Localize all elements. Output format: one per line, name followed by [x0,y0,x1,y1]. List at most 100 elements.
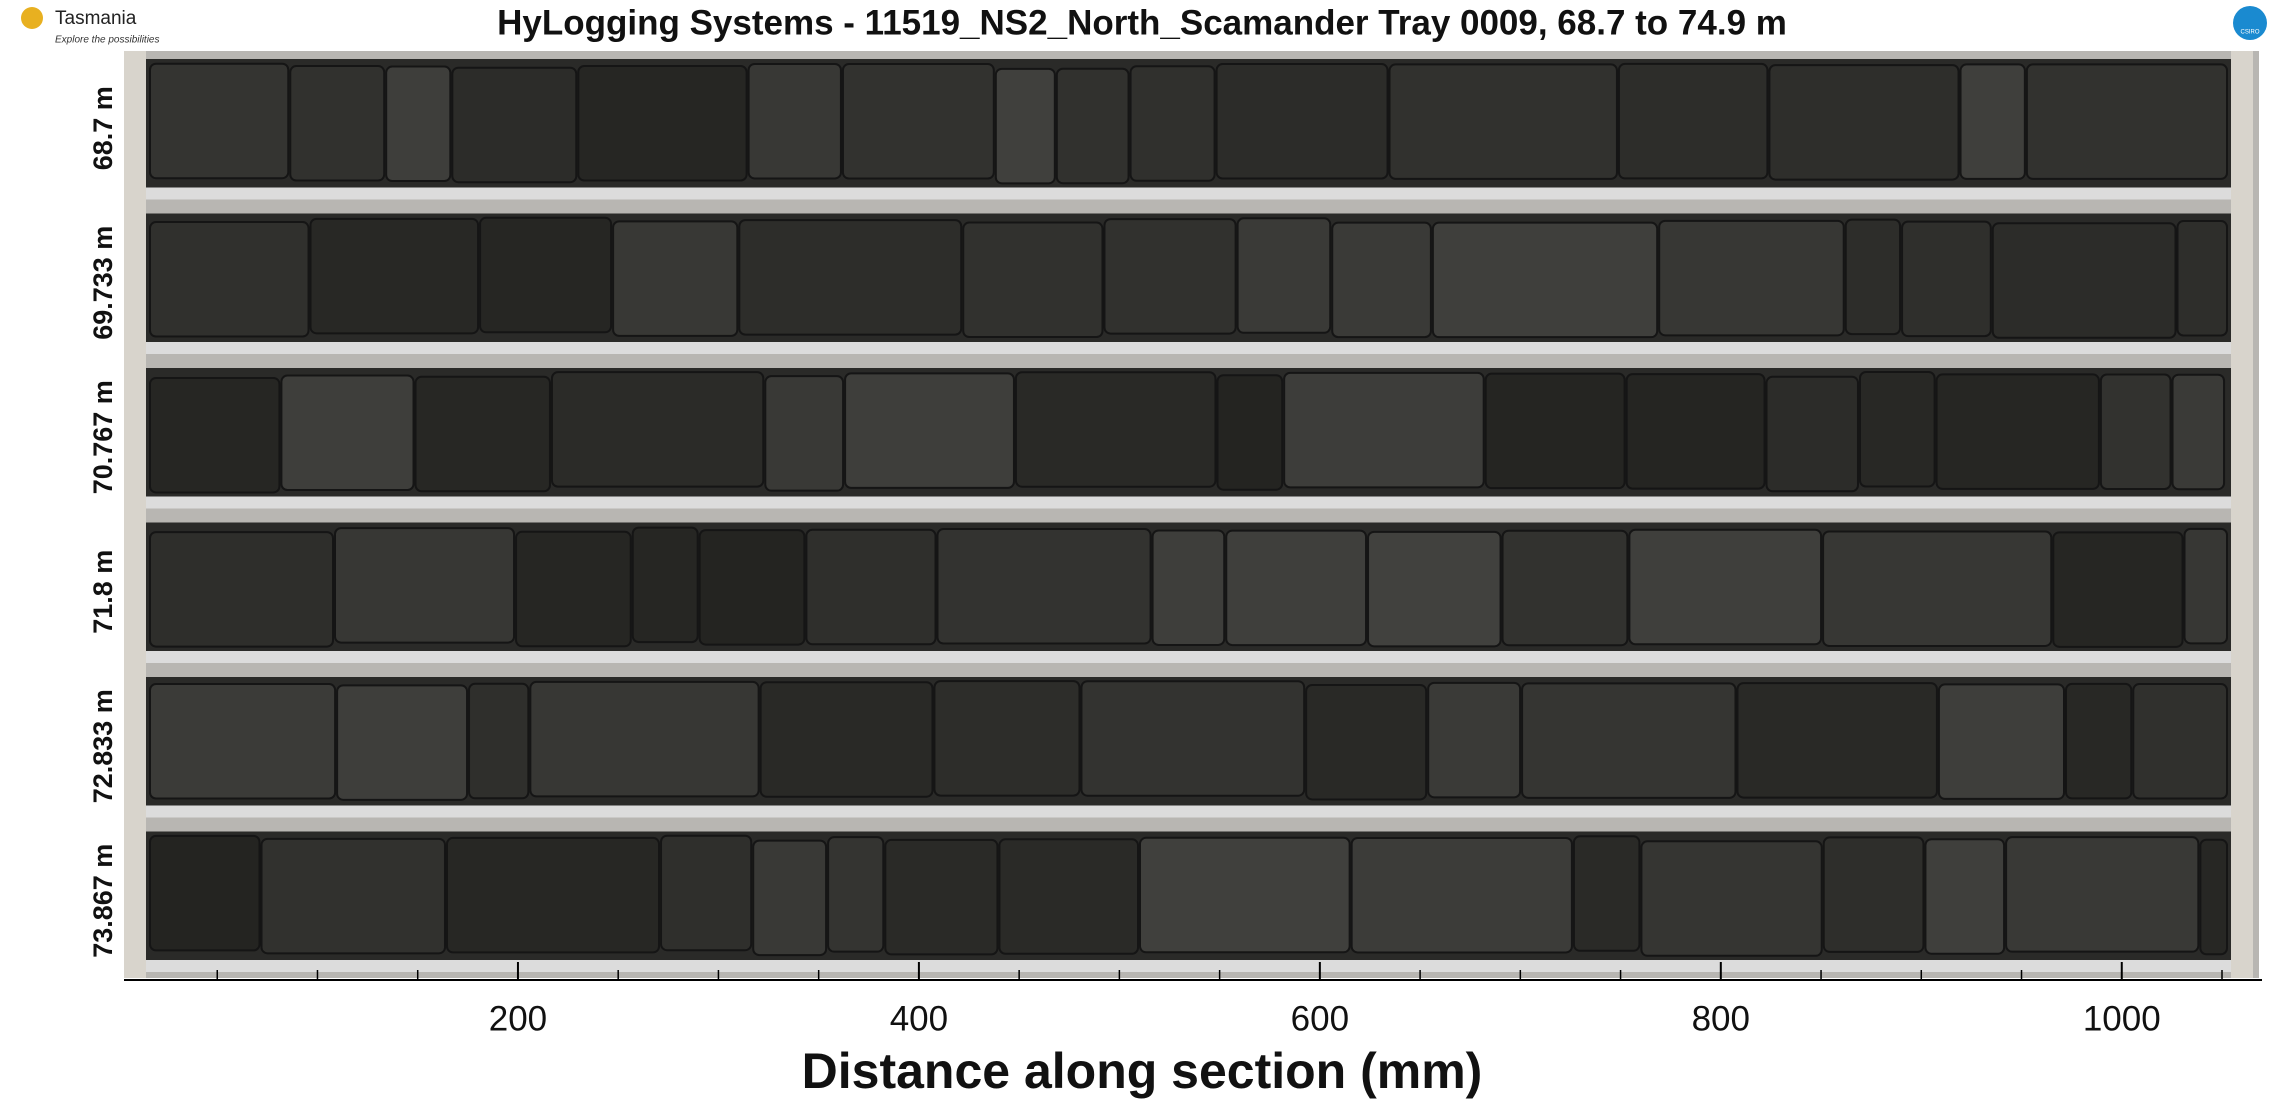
core-piece [1625,373,1766,490]
core-piece [844,372,1015,489]
core-piece [149,221,310,338]
core-piece [336,684,469,801]
core-piece [805,528,937,646]
logo-tagline: Explore the possibilities [55,35,160,46]
core-piece [2025,63,2228,180]
logo-name: Tasmania [55,8,137,29]
logo-right: CSIRO [2233,6,2267,40]
x-tick-label: 400 [890,999,948,1038]
core-piece [260,837,446,955]
core-piece [1305,683,1428,801]
core-piece [451,66,578,184]
logo-icon [2233,6,2267,40]
core-piece [577,64,748,182]
core-piece [631,526,699,644]
core-piece [1640,840,1823,957]
core-tray [124,51,2259,978]
core-piece [1521,682,1737,799]
tray-end [124,51,146,978]
core-piece [1822,836,1925,953]
title: HyLogging Systems - 11519_NS2_North_Scam… [497,3,1787,42]
core-piece [933,680,1081,797]
row-depth-label: 70.767 m [88,380,118,494]
core-piece [1215,63,1389,180]
core-piece [1225,529,1368,647]
core-piece [1768,64,1960,181]
core-piece [1151,529,1226,646]
core-piece [994,67,1056,185]
core-piece [1350,836,1573,954]
core-piece [612,220,739,337]
core-piece [764,375,845,492]
core-piece [1901,220,1992,338]
core-piece [1129,65,1216,182]
core-piece [289,65,386,182]
core-piece [747,62,842,180]
core-piece [759,681,934,798]
core-piece [1658,219,1845,337]
core-piece [962,221,1104,339]
core-piece [936,528,1152,645]
tray-divider [146,960,2231,972]
core-piece [1427,681,1522,799]
core-piece [752,839,828,957]
x-axis-label: Distance along section (mm) [802,1043,1483,1099]
logo-left: Tasmania Explore the possibilities [21,7,160,46]
logo-name: CSIRO [2240,30,2259,36]
core-piece [1572,835,1641,952]
core-piece [1367,530,1502,648]
core-piece [445,836,661,954]
x-axis: 200 400 600 800 1000 [124,962,2262,1038]
core-piece [1431,221,1659,339]
x-tick-label: 600 [1291,999,1349,1038]
core-piece [2005,836,2200,953]
core-piece [333,527,516,644]
core-piece [529,680,760,798]
core-piece [2132,683,2229,800]
core-piece [998,838,1140,955]
core-piece [1484,372,1626,490]
core-piece [149,531,334,648]
core-piece [1236,217,1332,334]
core-piece [2052,531,2184,648]
core-piece [414,375,551,493]
core-piece [1139,836,1351,954]
core-piece [660,834,753,952]
row-depth-label: 73.867 m [88,844,118,958]
core-piece [149,376,281,494]
core-piece [1736,682,1938,799]
core-piece [2099,373,2172,490]
core-piece [149,683,337,800]
core-piece [1103,218,1237,335]
row-depth-label: 71.8 m [88,550,118,634]
core-piece [1924,838,2006,955]
x-tick-label: 200 [489,999,547,1038]
x-tick-label: 1000 [2083,999,2161,1038]
tray-end [2231,51,2253,978]
tray-divider [146,496,2231,509]
core-piece [738,219,963,336]
core-piece [841,63,995,180]
core-piece [1765,375,1859,493]
core-piece [1858,371,1936,488]
core-piece [1959,63,2026,180]
tray-frame [124,51,2259,978]
core-piece [479,216,613,334]
core-piece [468,682,530,800]
core-piece [1991,222,2177,339]
tray-divider [146,187,2231,200]
core-piece [2176,220,2228,337]
core-piece [1331,221,1432,339]
core-piece [1617,62,1769,180]
core-piece [1283,371,1485,489]
core-piece [515,530,632,648]
core-piece [2183,527,2229,645]
core-piece [1822,530,2053,647]
core-piece [827,836,885,953]
x-tick-label: 800 [1692,999,1750,1038]
core-piece [149,62,290,180]
core-piece [2171,373,2226,491]
core-piece [1935,373,2100,490]
core-piece [149,834,261,952]
